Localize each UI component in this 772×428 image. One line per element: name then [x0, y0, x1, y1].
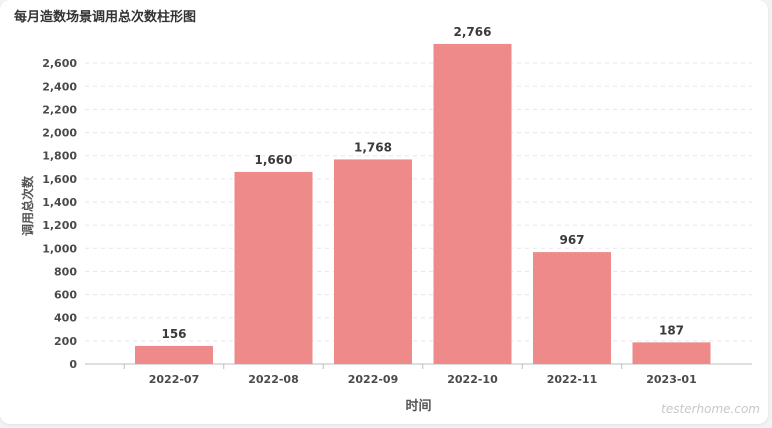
y-tick-label: 0 — [69, 358, 77, 371]
y-tick-label: 1,200 — [42, 219, 77, 232]
data-label: 1,768 — [354, 140, 392, 154]
y-tick-label: 2,400 — [42, 80, 77, 93]
bar — [632, 342, 711, 364]
y-tick-label: 1,800 — [42, 150, 77, 163]
bar — [433, 43, 512, 364]
bar — [533, 252, 611, 364]
y-tick-label: 1,400 — [42, 196, 77, 209]
y-tick-label: 2,600 — [42, 57, 77, 70]
data-label: 2,766 — [454, 25, 492, 39]
y-axis-title: 调用总次数 — [20, 175, 35, 236]
x-tick-label: 2022-07 — [149, 373, 200, 386]
y-tick-label: 2,200 — [42, 103, 77, 116]
watermark: testerhome.com — [661, 402, 760, 416]
x-tick-label: 2022-09 — [348, 373, 399, 386]
x-tick-label: 2022-08 — [248, 373, 299, 386]
y-tick-label: 1,600 — [42, 173, 77, 186]
x-tick-label: 2023-01 — [646, 373, 697, 386]
y-tick-label: 600 — [54, 289, 77, 302]
x-tick-label: 2022-11 — [547, 373, 598, 386]
y-tick-label: 800 — [54, 265, 77, 278]
y-tick-label: 2,000 — [42, 127, 77, 140]
data-label: 967 — [559, 233, 584, 247]
y-tick-label: 1,000 — [42, 242, 77, 255]
data-label: 156 — [161, 327, 186, 341]
bar — [135, 345, 213, 364]
y-tick-label: 400 — [54, 312, 77, 325]
data-label: 187 — [659, 323, 684, 337]
bar — [334, 159, 412, 364]
chart-title: 每月造数场景调用总次数柱形图 — [14, 10, 197, 25]
x-tick-label: 2022-10 — [447, 373, 498, 386]
y-tick-label: 200 — [54, 335, 77, 348]
data-label: 1,660 — [255, 153, 293, 167]
bar — [234, 171, 313, 364]
x-axis-title: 时间 — [405, 398, 431, 414]
